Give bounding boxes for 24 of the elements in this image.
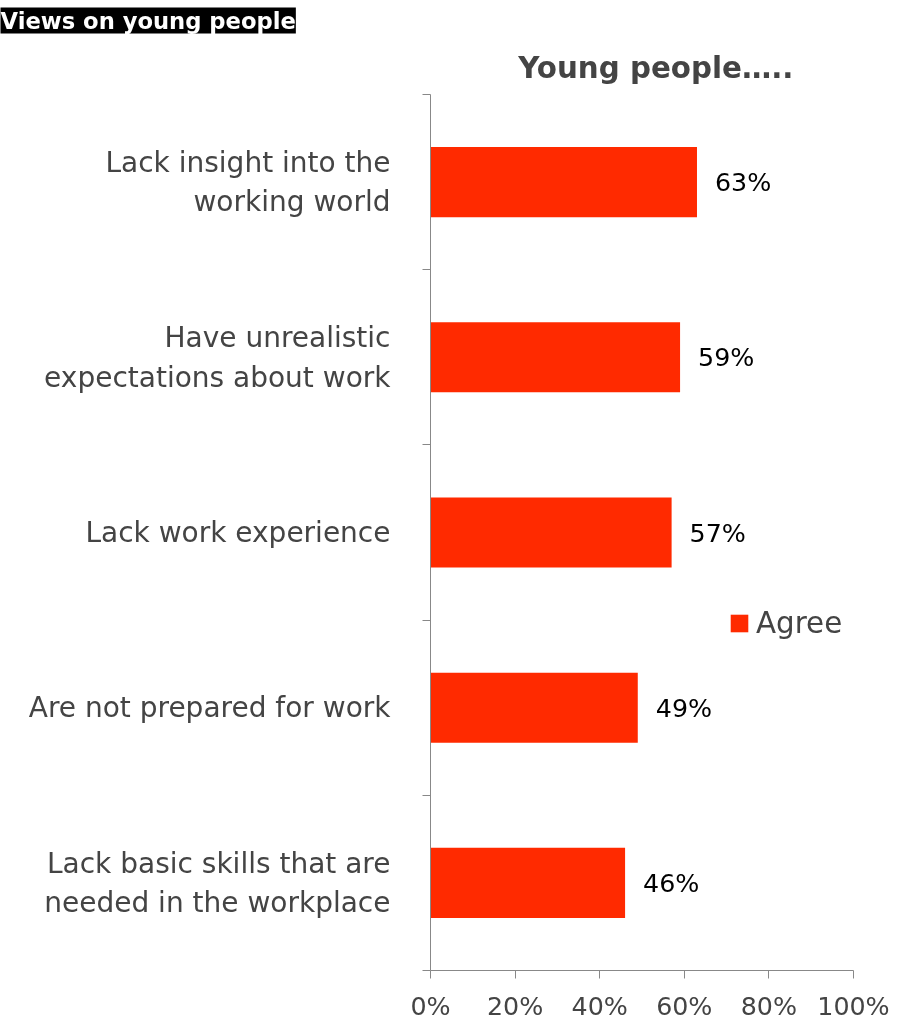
x-tick-label: 80% (740, 990, 798, 1021)
x-tick-label: 20% (486, 990, 544, 1021)
x-tick-label: 60% (656, 990, 713, 1021)
data-label: 57% (689, 517, 746, 548)
y-tick-label: Lack insight into the working world (105, 145, 391, 219)
data-label: 46% (643, 867, 700, 898)
x-tick-label: 100% (817, 990, 890, 1021)
text: Views on young people (0, 7, 296, 34)
data-label: 49% (655, 692, 713, 723)
bar (430, 847, 626, 918)
y-tick-label: Are not prepared for work (28, 691, 392, 725)
data-label: 59% (698, 342, 755, 373)
bar (430, 322, 681, 393)
bar (430, 672, 638, 743)
bar (430, 497, 672, 568)
y-tick-label: Lack basic skills that are needed in the workplace (44, 846, 391, 920)
x-tick-label: 40% (571, 990, 628, 1021)
y-tick-label: Have unrealistic expectations about work (44, 321, 392, 394)
data-label: 63% (714, 167, 772, 198)
y-tick-label: Lack work experience (85, 516, 391, 549)
x-tick-label: 0% (410, 990, 451, 1021)
chart-subtitle: Young people….. (517, 50, 794, 85)
bar (430, 147, 697, 218)
legend-label: Agree (756, 606, 843, 640)
